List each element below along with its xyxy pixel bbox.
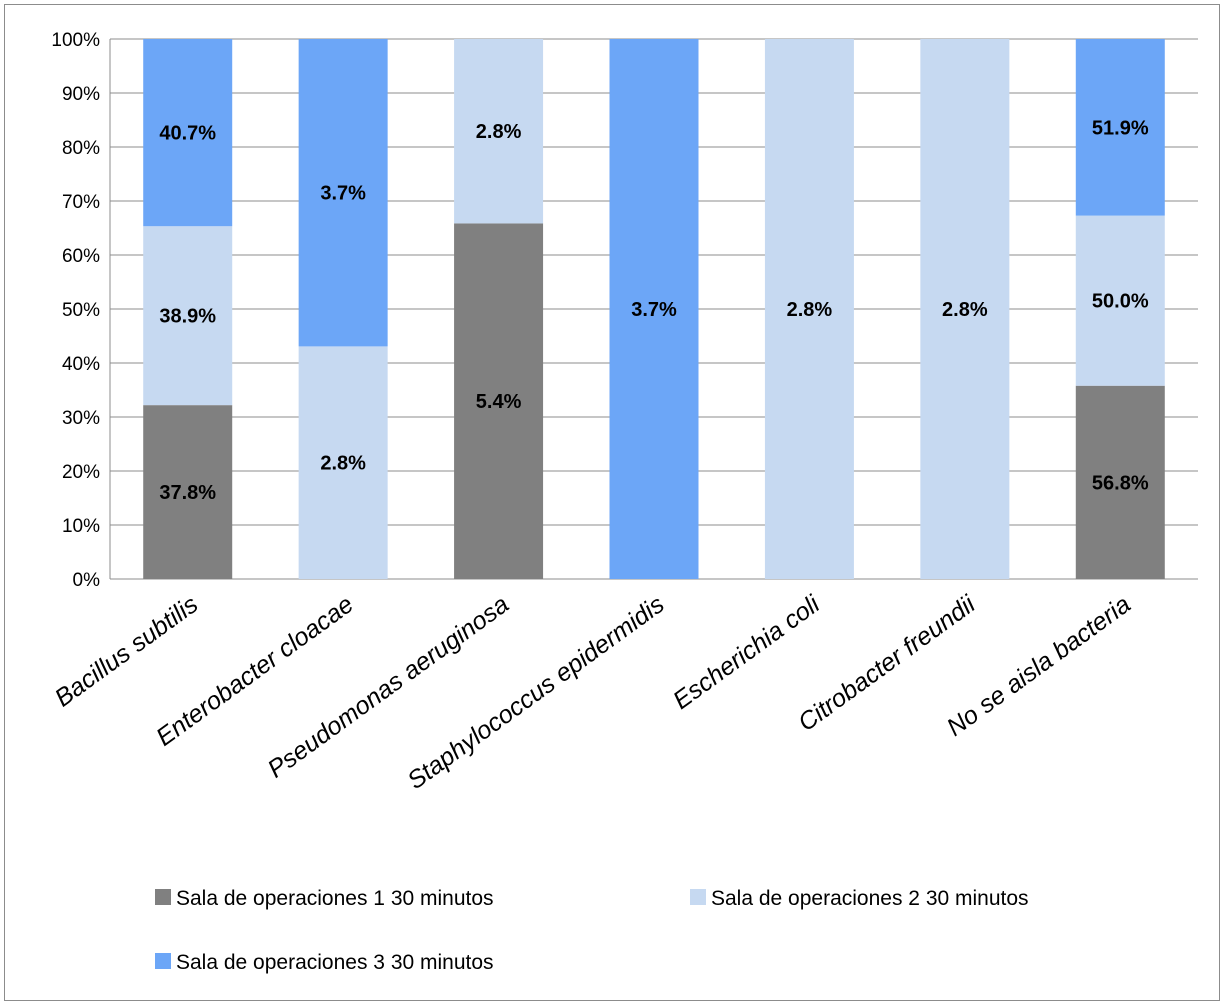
bar-segment	[764, 39, 854, 579]
legend-swatch	[690, 889, 706, 905]
legend-swatch	[155, 953, 171, 969]
bar-segment	[143, 226, 233, 406]
data-label: 2.8%	[787, 299, 833, 321]
bar-segment	[143, 39, 233, 227]
y-tick-label: 10%	[62, 516, 100, 537]
x-category-label: Escherichia coli	[668, 589, 826, 715]
y-tick-label: 40%	[62, 354, 100, 375]
data-label: 40.7%	[159, 123, 216, 145]
bar-segment	[1075, 385, 1165, 579]
y-tick-label: 60%	[62, 246, 100, 267]
data-label: 50.0%	[1092, 291, 1149, 313]
data-label: 56.8%	[1092, 472, 1149, 494]
y-tick-label: 0%	[73, 570, 101, 591]
legend-swatch	[155, 889, 171, 905]
y-tick-label: 30%	[62, 408, 100, 429]
bar-segment	[454, 223, 544, 579]
data-label: 38.9%	[159, 306, 216, 328]
bar-segment	[298, 346, 388, 579]
data-label: 3.7%	[631, 299, 677, 321]
bar-segment	[1075, 39, 1165, 216]
y-tick-label: 100%	[51, 30, 100, 51]
x-category-label: Staphylococcus epidermidis	[402, 590, 669, 795]
x-category-label: Pseudomonas aeruginosa	[263, 590, 515, 783]
data-label: 51.9%	[1092, 117, 1149, 139]
y-tick-label: 80%	[62, 138, 100, 159]
bar-segment	[454, 39, 544, 224]
bar-segment	[1075, 215, 1165, 386]
y-tick-label: 90%	[62, 84, 100, 105]
legend-label: Sala de operaciones 1 30 minutos	[176, 887, 494, 910]
bar-segment	[143, 405, 233, 579]
data-label: 2.8%	[942, 299, 988, 321]
x-category-label: Bacillus subtilis	[50, 590, 204, 712]
y-tick-label: 20%	[62, 462, 100, 483]
y-tick-label: 70%	[62, 192, 100, 213]
data-label: 5.4%	[476, 391, 522, 413]
bar-segment	[920, 39, 1010, 579]
legend-label: Sala de operaciones 2 30 minutos	[711, 887, 1029, 910]
y-tick-label: 50%	[62, 300, 100, 321]
data-label: 2.8%	[320, 453, 366, 475]
data-label: 2.8%	[476, 121, 522, 143]
data-label: 3.7%	[320, 183, 366, 205]
legend-label: Sala de operaciones 3 30 minutos	[176, 951, 494, 974]
bar-segment	[298, 39, 388, 347]
bar-segment	[609, 39, 699, 579]
data-label: 37.8%	[159, 482, 216, 504]
